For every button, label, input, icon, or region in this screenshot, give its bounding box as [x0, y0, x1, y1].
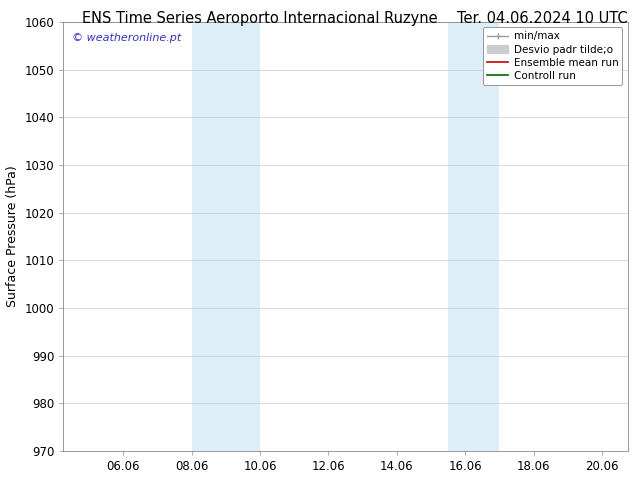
Y-axis label: Surface Pressure (hPa): Surface Pressure (hPa) [6, 166, 19, 307]
Bar [191, 22, 260, 451]
Text: Ter. 04.06.2024 10 UTC: Ter. 04.06.2024 10 UTC [457, 11, 628, 26]
Legend: min/max, Desvio padr tilde;o, Ensemble mean run, Controll run: min/max, Desvio padr tilde;o, Ensemble m… [483, 27, 623, 85]
Text: ENS Time Series Aeroporto Internacional Ruzyne: ENS Time Series Aeroporto Internacional … [82, 11, 438, 26]
Text: © weatheronline.pt: © weatheronline.pt [72, 33, 181, 43]
Bar [448, 22, 500, 451]
